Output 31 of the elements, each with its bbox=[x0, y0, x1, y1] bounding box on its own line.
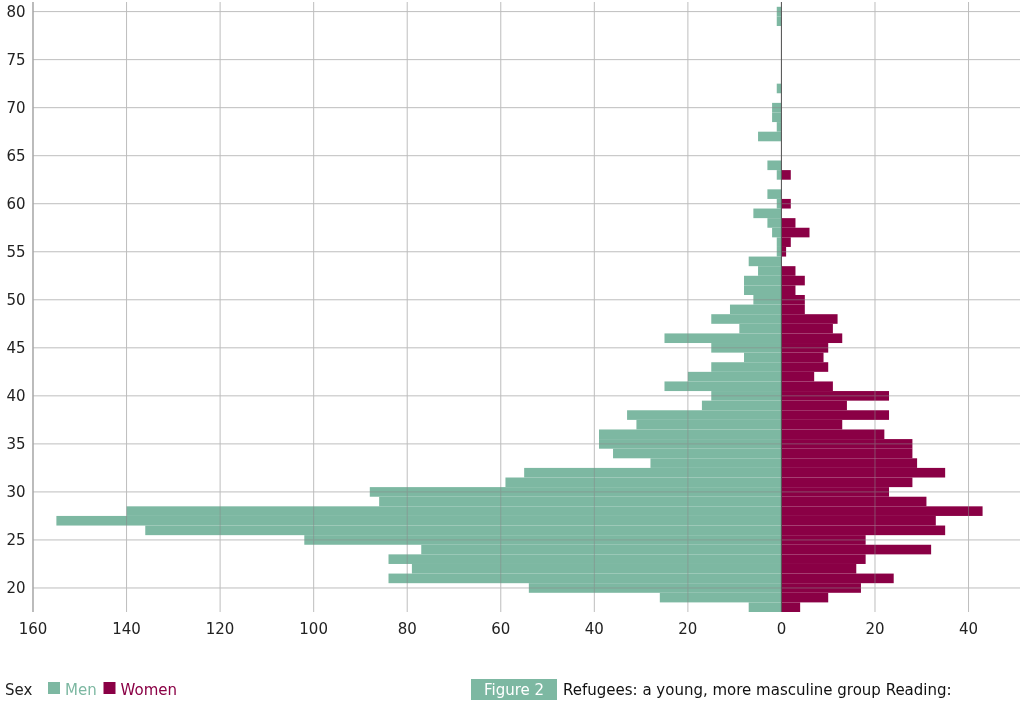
y-tick-label: 30 bbox=[6, 482, 26, 501]
y-tick-label: 80 bbox=[6, 2, 26, 21]
y-tick-label: 70 bbox=[6, 98, 26, 117]
caption: Figure 2 bbox=[483, 681, 545, 699]
y-tick-label: 55 bbox=[6, 242, 26, 261]
x-tick-label: 140 bbox=[112, 620, 141, 638]
y-tick-label: 20 bbox=[6, 578, 26, 597]
x-tick-label: 60 bbox=[491, 620, 511, 638]
y-tick-label: 65 bbox=[6, 146, 26, 165]
x-tick-label: 40 bbox=[959, 620, 979, 638]
y-tick-label: 35 bbox=[6, 434, 26, 453]
y-tick-label: 50 bbox=[6, 290, 26, 309]
y-tick-label: 40 bbox=[6, 386, 26, 405]
bar bbox=[781, 198, 791, 209]
x-tick-label: 100 bbox=[299, 620, 328, 638]
legend-title: Sex bbox=[5, 681, 33, 699]
y-tick-label: 75 bbox=[6, 50, 26, 69]
legend-label: Women bbox=[120, 681, 177, 699]
x-tick-label: 160 bbox=[18, 620, 48, 638]
y-tick-label: 25 bbox=[6, 530, 26, 549]
y-tick-label: 60 bbox=[6, 194, 26, 213]
x-tick-label: 20 bbox=[678, 620, 698, 638]
x-tick-label: 40 bbox=[584, 620, 604, 638]
text: Refugees: a young, more masculine group Reading: bbox=[563, 681, 952, 699]
x-tick-label: 120 bbox=[205, 620, 235, 638]
legend-label: Men bbox=[65, 681, 97, 699]
bar bbox=[781, 170, 791, 180]
x-tick-label: 80 bbox=[397, 620, 417, 638]
y-tick-label: 45 bbox=[6, 338, 26, 357]
x-tick-label: 20 bbox=[865, 620, 885, 638]
x-tick-label: 0 bbox=[776, 620, 787, 638]
